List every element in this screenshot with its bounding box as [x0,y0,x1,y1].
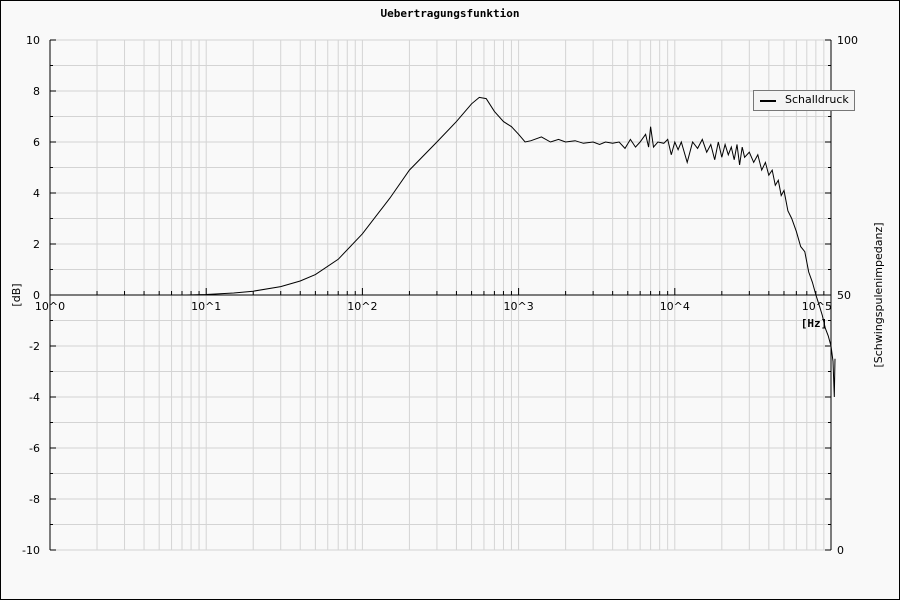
axes [49,39,832,551]
x-tick-label: 10^4 [660,300,690,313]
y2-tick-label: 50 [837,289,851,302]
x-tick-label: 10^2 [347,300,377,313]
legend: Schalldruck [753,90,855,111]
x-tick-label: 10^0 [35,300,65,313]
y-tick-label: -8 [29,493,40,506]
series-line-schalldruck [185,96,836,398]
y-tick-label: -10 [22,544,40,557]
y-tick-label: 2 [33,238,40,251]
legend-label: Schalldruck [785,93,849,106]
y2-tick-label: 100 [837,34,858,47]
y-tick-label: 6 [33,136,40,149]
y-tick-label: 0 [33,289,40,302]
y-tick-label: 8 [33,85,40,98]
y2-tick-label: 0 [837,544,844,557]
x-tick-label: 10^1 [191,300,221,313]
y-tick-label: 4 [33,187,40,200]
x-axis-label: [Hz] [801,317,828,330]
x-tick-label: 10^5 [802,300,832,313]
y2-axis-label: [Schwingspulenimpedanz] [872,222,885,367]
y-tick-label: -6 [29,442,40,455]
y-tick-label: 10 [26,34,40,47]
y-axis-label: [dB] [10,283,23,306]
legend-swatch [760,100,776,102]
x-tick-label: 10^3 [503,300,533,313]
y-tick-label: -4 [29,391,40,404]
y-tick-label: -2 [29,340,40,353]
chart-title: Uebertragungsfunktion [380,7,519,20]
